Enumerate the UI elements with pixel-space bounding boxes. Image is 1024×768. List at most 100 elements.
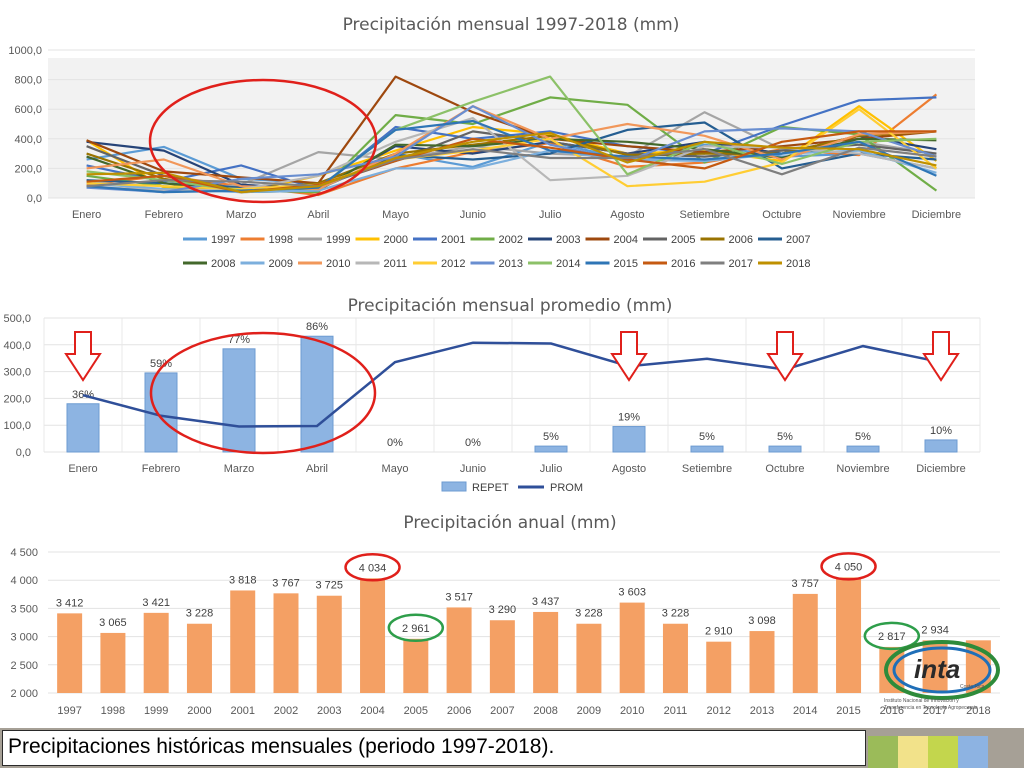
highlight-ellipse bbox=[148, 78, 378, 204]
x-tick-label: Julio bbox=[539, 209, 562, 221]
x-tick-label: 2017 bbox=[923, 705, 947, 717]
highlight-max-circle bbox=[344, 553, 401, 582]
legend-label: 1998 bbox=[269, 234, 293, 246]
highlight-min-circle bbox=[863, 621, 921, 651]
data-label: 3 603 bbox=[618, 587, 646, 599]
x-tick-label: Marzo bbox=[224, 463, 255, 475]
bar-annual bbox=[143, 612, 169, 693]
legend-label: 2007 bbox=[786, 234, 810, 246]
y-tick-label: 0,0 bbox=[27, 193, 42, 205]
legend-label: 2005 bbox=[671, 234, 695, 246]
highlight-min-circle bbox=[387, 613, 445, 643]
x-tick-label: Abril bbox=[307, 209, 329, 221]
logo-country: Costa Rica bbox=[960, 684, 985, 690]
data-label: 3 767 bbox=[272, 577, 300, 589]
y-tick-label: 4 500 bbox=[10, 547, 38, 559]
x-tick-label: 2005 bbox=[404, 705, 428, 717]
x-tick-label: 1997 bbox=[57, 705, 81, 717]
bar-annual bbox=[706, 641, 732, 693]
x-tick-label: 1998 bbox=[101, 705, 125, 717]
legend-label: 2018 bbox=[786, 258, 810, 270]
legend-label: 2015 bbox=[614, 258, 638, 270]
data-label: 3 228 bbox=[575, 608, 603, 620]
y-tick-label: 4 000 bbox=[10, 575, 38, 587]
legend-label: 2016 bbox=[671, 258, 695, 270]
x-tick-label: Mayo bbox=[382, 463, 409, 475]
x-tick-label: Octubre bbox=[762, 209, 801, 221]
data-label: 5% bbox=[855, 431, 871, 443]
bar-repet bbox=[534, 445, 568, 453]
y-tick-label: 100,0 bbox=[3, 420, 31, 432]
x-tick-label: Febrero bbox=[142, 463, 181, 475]
bar-repet bbox=[300, 335, 334, 453]
color-strip bbox=[898, 736, 928, 768]
x-tick-label: Diciembre bbox=[912, 209, 962, 221]
data-label: 2 961 bbox=[402, 623, 430, 635]
bar-annual bbox=[403, 638, 429, 693]
legend-label: 2014 bbox=[556, 258, 580, 270]
data-label: 0% bbox=[387, 437, 403, 449]
x-tick-label: 2015 bbox=[836, 705, 860, 717]
logo-ring bbox=[884, 640, 1000, 700]
x-tick-label: Febrero bbox=[145, 209, 184, 221]
logo-wordmark: inta bbox=[914, 654, 960, 684]
down-arrow-icon bbox=[922, 331, 960, 382]
inta-logo-icon: inta Costa Rica Instituto Nacional de In… bbox=[884, 640, 1000, 711]
x-tick-label: Setiembre bbox=[682, 463, 732, 475]
bar-annual bbox=[100, 632, 126, 693]
color-strip bbox=[958, 736, 988, 768]
x-tick-label: 2004 bbox=[360, 705, 384, 717]
legend-label: 2011 bbox=[384, 258, 408, 270]
legend-label: 2010 bbox=[326, 258, 350, 270]
bar-annual bbox=[662, 623, 688, 693]
bar-repet bbox=[768, 445, 802, 453]
x-tick-label: Marzo bbox=[226, 209, 257, 221]
x-tick-label: 2016 bbox=[880, 705, 904, 717]
data-label: 3 725 bbox=[316, 580, 344, 592]
x-tick-label: Enero bbox=[72, 209, 101, 221]
logo-ring bbox=[892, 646, 992, 694]
legend-label: PROM bbox=[550, 482, 583, 494]
y-tick-label: 0,0 bbox=[16, 447, 31, 459]
data-label: 2 817 bbox=[878, 631, 906, 643]
data-label: 4 050 bbox=[835, 561, 863, 573]
logo-subtitle: Instituto Nacional de Innovación y bbox=[884, 698, 959, 704]
x-tick-label: Noviembre bbox=[833, 209, 886, 221]
x-tick-label: 2014 bbox=[793, 705, 817, 717]
bar-annual bbox=[360, 578, 386, 693]
bar-annual bbox=[489, 620, 515, 693]
data-label: 0% bbox=[465, 437, 481, 449]
x-tick-label: Setiembre bbox=[680, 209, 730, 221]
legend-label: 1997 bbox=[211, 234, 235, 246]
bar-annual bbox=[792, 593, 818, 693]
data-label: 19% bbox=[618, 412, 640, 424]
data-label: 3 818 bbox=[229, 574, 257, 586]
chart-title: Precipitación mensual promedio (mm) bbox=[348, 296, 673, 316]
chart-title: Precipitación mensual 1997-2018 (mm) bbox=[343, 15, 680, 35]
y-tick-label: 300,0 bbox=[3, 367, 31, 379]
down-arrow-icon bbox=[766, 331, 804, 382]
legend-label: 2012 bbox=[441, 258, 465, 270]
down-arrow-icon bbox=[610, 331, 648, 382]
caption-text: Precipitaciones históricas mensuales (pe… bbox=[8, 735, 555, 758]
y-tick-label: 600,0 bbox=[14, 104, 42, 116]
data-label: 3 437 bbox=[532, 596, 560, 608]
x-tick-label: 2001 bbox=[230, 705, 254, 717]
legend-label: 2006 bbox=[729, 234, 753, 246]
legend-label: 2000 bbox=[384, 234, 408, 246]
x-tick-label: Junio bbox=[460, 463, 486, 475]
data-label: 3 228 bbox=[662, 608, 690, 620]
data-label: 3 098 bbox=[748, 615, 776, 627]
y-tick-label: 400,0 bbox=[3, 340, 31, 352]
x-tick-label: Abril bbox=[306, 463, 328, 475]
x-tick-label: Julio bbox=[540, 463, 563, 475]
bar-repet bbox=[222, 348, 256, 453]
x-tick-label: Agosto bbox=[610, 209, 644, 221]
y-tick-label: 400,0 bbox=[14, 134, 42, 146]
series-line-prom bbox=[82, 341, 942, 428]
bar-repet bbox=[612, 426, 646, 453]
y-tick-label: 200,0 bbox=[3, 393, 31, 405]
y-tick-label: 2 500 bbox=[10, 660, 38, 672]
bar-annual bbox=[619, 602, 645, 693]
